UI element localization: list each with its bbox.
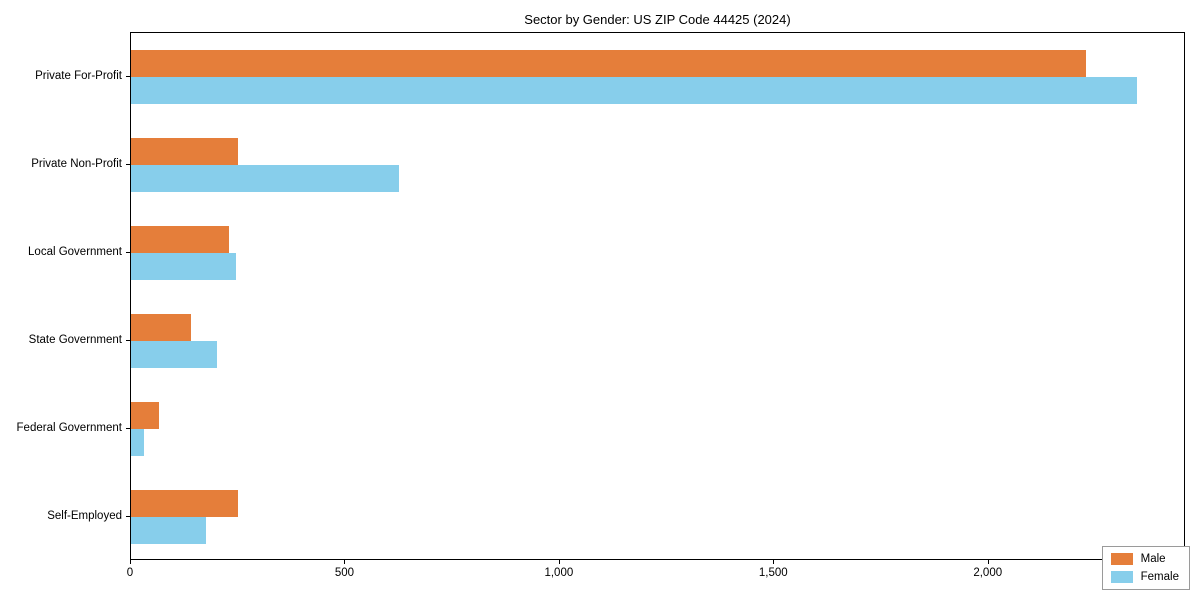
x-tick-label: 1,500 (758, 567, 788, 579)
bar-male-state-government (131, 314, 191, 341)
legend: Male Female (1101, 546, 1190, 590)
legend-label-male: Male (1140, 553, 1166, 565)
bar-male-private-for-profit (131, 50, 1086, 77)
y-tick-label: Local Government (28, 246, 122, 258)
bar-female-federal-government (131, 429, 144, 456)
bar-male-federal-government (131, 402, 159, 429)
x-tick-mark (344, 560, 346, 564)
x-tick-mark (773, 560, 775, 564)
bar-female-private-for-profit (131, 77, 1137, 104)
bar-male-private-non-profit (131, 138, 238, 165)
legend-swatch-female (1110, 571, 1133, 583)
x-tick-label: 2,000 (973, 567, 1003, 579)
y-tick-label: Private For-Profit (35, 70, 122, 82)
x-tick-label: 500 (334, 567, 355, 579)
y-tick-label: State Government (28, 334, 122, 346)
bar-female-private-non-profit (131, 165, 399, 192)
x-tick-label: 1,000 (544, 567, 574, 579)
y-tick-label: Private Non-Profit (31, 158, 122, 170)
y-tick-mark (126, 340, 130, 341)
y-tick-mark (126, 516, 130, 517)
bar-male-self-employed (131, 490, 238, 517)
legend-swatch-male (1110, 553, 1133, 565)
y-tick-mark (126, 76, 130, 77)
bar-female-state-government (131, 341, 217, 368)
y-tick-mark (126, 164, 130, 165)
bar-female-self-employed (131, 517, 206, 544)
bar-male-local-government (131, 226, 230, 253)
plot-area (130, 32, 1185, 560)
x-tick-mark (987, 560, 989, 564)
legend-label-female: Female (1140, 571, 1179, 583)
y-tick-label: Self-Employed (47, 510, 122, 522)
y-tick-mark (126, 428, 130, 429)
bar-female-local-government (131, 253, 236, 280)
x-tick-mark (130, 560, 131, 564)
legend-entry-female: Female (1110, 571, 1179, 583)
y-tick-mark (126, 252, 130, 253)
x-tick-mark (558, 560, 560, 564)
legend-entry-male: Male (1110, 553, 1179, 565)
y-tick-label: Federal Government (16, 422, 122, 434)
x-tick-label: 0 (126, 567, 134, 579)
chart-title: Sector by Gender: US ZIP Code 44425 (202… (524, 12, 791, 27)
